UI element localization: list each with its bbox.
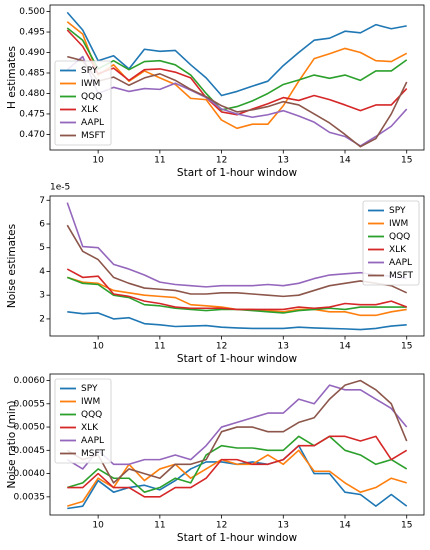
legend-label: SPY — [389, 206, 406, 216]
y-tick-label: 0.0035 — [14, 492, 46, 502]
series-line — [67, 435, 408, 493]
y-tick-label: 3 — [39, 291, 45, 301]
y-tick-label: 5 — [39, 243, 45, 253]
series-line — [67, 435, 408, 498]
y-tick-label: 6 — [39, 220, 45, 230]
x-axis-label: Start of 1-hour window — [177, 532, 298, 544]
x-tick-label: 15 — [401, 521, 412, 531]
x-tick-label: 14 — [339, 342, 351, 352]
series-line — [66, 268, 408, 311]
series-line — [66, 202, 407, 288]
x-tick-label: 10 — [92, 521, 104, 531]
y-axis-label: Noise estimates — [6, 224, 18, 308]
y-tick-label: 0.490 — [19, 48, 45, 58]
x-tick-label: 14 — [339, 156, 351, 166]
x-tick-label: 11 — [154, 342, 165, 352]
series-line — [66, 379, 408, 484]
y-axis-label: H estimates — [6, 46, 18, 109]
legend-label: IWM — [389, 219, 408, 229]
y-tick-label: 0.480 — [19, 89, 45, 99]
legend: SPY IWM QQQ XLK AAPL MSFT — [54, 378, 112, 464]
series-line — [66, 29, 408, 116]
legend-label: MSFT — [81, 131, 105, 141]
x-tick-label: 10 — [92, 342, 104, 352]
series-line — [67, 55, 408, 148]
y-tick-label: 0.0050 — [14, 423, 46, 433]
x-tick-label: 12 — [216, 156, 227, 166]
y-tick-label: 0.475 — [19, 109, 45, 119]
legend-box — [54, 60, 112, 146]
y-tick-label: 4 — [39, 267, 45, 277]
series-line — [67, 444, 408, 510]
legend-label: IWM — [81, 79, 100, 89]
x-tick-label: 11 — [154, 521, 165, 531]
plot-frame — [49, 373, 425, 516]
legend-label: AAPL — [81, 118, 104, 128]
legend: SPY IWM QQQ XLK AAPL MSFT — [362, 200, 420, 286]
series-line — [66, 27, 408, 111]
x-tick-label: 10 — [92, 156, 104, 166]
x-tick-label: 13 — [278, 156, 289, 166]
plot-frame — [49, 4, 425, 151]
series-line — [66, 384, 408, 470]
y-tick-label: 0.0060 — [14, 376, 46, 386]
legend-label: AAPL — [81, 436, 104, 446]
y-tick-label: 0.0040 — [14, 469, 46, 479]
legend-label: XLK — [81, 423, 99, 433]
legend-label: MSFT — [389, 271, 413, 281]
legend-label: SPY — [81, 384, 98, 394]
legend-box — [54, 378, 112, 464]
legend: SPY IWM QQQ XLK AAPL MSFT — [54, 60, 112, 146]
plot-frame — [49, 195, 425, 337]
x-tick-label: 12 — [216, 521, 227, 531]
x-tick-label: 15 — [401, 156, 412, 166]
series-line — [66, 55, 408, 147]
legend-box — [362, 200, 420, 286]
x-tick-label: 12 — [216, 342, 227, 352]
y-tick-label: 0.0045 — [14, 446, 46, 456]
legend-label: SPY — [81, 66, 98, 76]
y-tick-label: 7 — [39, 196, 45, 206]
series-line — [66, 11, 407, 97]
series-line — [67, 311, 407, 331]
legend-label: MSFT — [81, 449, 105, 459]
legend-label: QQQ — [81, 410, 102, 420]
x-tick-label: 11 — [154, 156, 165, 166]
y-tick-label: 0.470 — [19, 130, 45, 140]
legend-label: QQQ — [389, 232, 410, 242]
legend-label: AAPL — [389, 258, 412, 268]
legend-label: XLK — [389, 245, 407, 255]
series-line — [67, 449, 407, 507]
y-tick-label: 0.495 — [19, 28, 45, 38]
legend-label: XLK — [81, 105, 99, 115]
x-tick-label: 13 — [278, 521, 289, 531]
y-tick-label: 0.500 — [19, 7, 45, 17]
y-tick-label: 2 — [39, 314, 45, 324]
y-tick-label: 0.0055 — [14, 399, 46, 409]
y-axis-label: Noise ratio (min) — [6, 400, 18, 488]
legend-label: IWM — [81, 397, 100, 407]
offset-text: 1e-5 — [50, 183, 70, 193]
x-tick-label: 14 — [339, 521, 351, 531]
x-axis-label: Start of 1-hour window — [177, 167, 298, 179]
x-axis-label: Start of 1-hour window — [177, 353, 298, 365]
x-tick-label: 15 — [401, 342, 412, 352]
y-tick-label: 0.485 — [19, 68, 45, 78]
legend-label: QQQ — [81, 92, 102, 102]
series-line — [66, 224, 408, 298]
x-tick-label: 13 — [278, 342, 289, 352]
